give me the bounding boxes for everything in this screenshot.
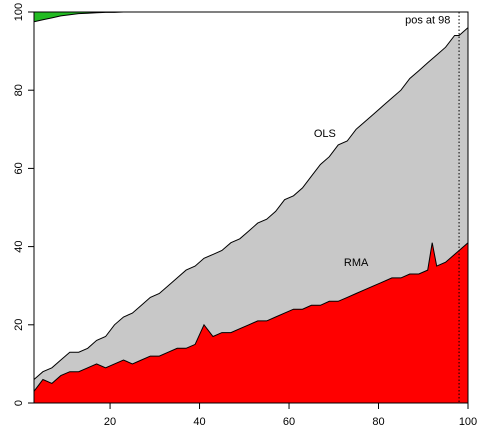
y-tick-label: 60: [13, 162, 25, 174]
annotation-label: RMA: [344, 257, 369, 269]
x-tick-label: 100: [459, 416, 477, 428]
annotation-label: OLS: [314, 128, 336, 140]
x-tick-label: 60: [283, 416, 295, 428]
x-tick-label: 20: [104, 416, 116, 428]
y-tick-label: 20: [13, 319, 25, 331]
area-top-green: [34, 12, 468, 22]
axes-layer: 20 40 60 80 100 0 20 40 60 80 100: [13, 3, 477, 428]
area-layer: [34, 12, 468, 403]
y-tick-label: 80: [13, 84, 25, 96]
y-tick-label: 0: [13, 400, 25, 406]
annotation-label: pos at 98: [405, 15, 450, 27]
y-tick-label: 100: [13, 3, 25, 21]
area-upper-white: [34, 12, 468, 380]
area-rma-red: [34, 242, 468, 403]
series-line-ols: [33, 27, 469, 380]
area-ols-grey: [34, 27, 468, 392]
series-line-rma: [33, 242, 469, 392]
x-tick-label: 80: [372, 416, 384, 428]
annotation-layer: OLS RMA pos at 98: [314, 15, 451, 269]
plot-frame: [33, 11, 469, 404]
x-tick-label: 40: [193, 416, 205, 428]
y-tick-label: 40: [13, 240, 25, 252]
